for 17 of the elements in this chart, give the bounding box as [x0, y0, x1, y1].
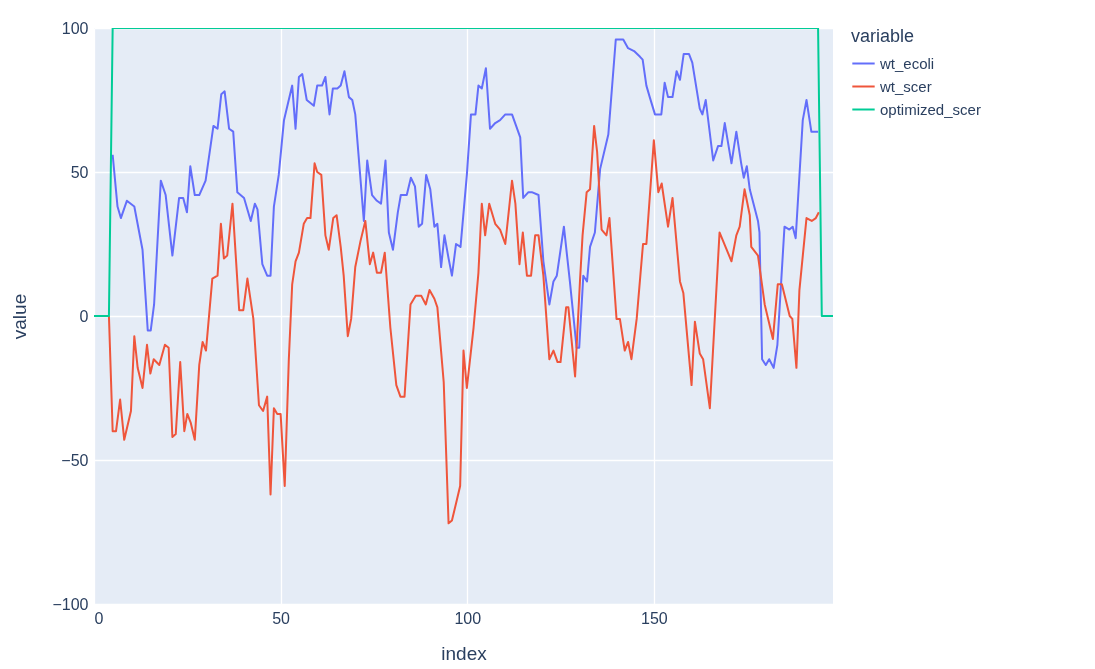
legend-label: optimized_scer — [880, 100, 981, 118]
y-tick-label: −50 — [61, 451, 89, 469]
x-axis-title: index — [441, 642, 488, 664]
line-series — [107, 124, 820, 525]
x-tick-label: 100 — [454, 609, 482, 627]
y-tick-label: 100 — [61, 19, 89, 37]
x-tick-label: 50 — [272, 609, 291, 627]
legend-label: wt_ecoli — [879, 54, 935, 72]
y-axis-title: value — [9, 293, 31, 340]
legend-label: wt_scer — [879, 77, 932, 95]
y-tick-label: 50 — [70, 163, 89, 181]
y-tick-label: −100 — [52, 595, 89, 613]
x-tick-label: 150 — [641, 609, 668, 627]
y-tick-label: 0 — [79, 307, 89, 325]
line-series — [111, 38, 820, 369]
legend-title: variable — [851, 26, 915, 46]
x-tick-label: 0 — [94, 609, 104, 627]
